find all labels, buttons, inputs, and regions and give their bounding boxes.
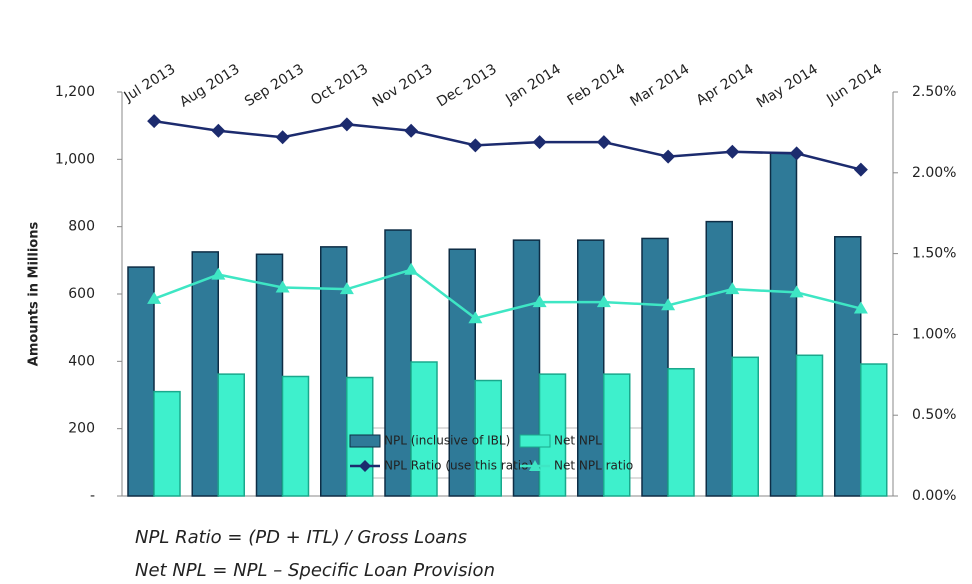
marker [275,130,290,145]
marker [853,162,868,177]
bar [410,361,438,497]
marker [725,282,740,295]
y-tick-label: 800 [68,219,95,235]
y2-tick-label: 0.00% [912,488,956,504]
marker [789,146,804,161]
marker [468,138,483,153]
note: Net NPL = NPL – Specific Loan Provision [135,560,495,581]
x-tick-label: Feb 2014 [565,61,629,109]
bar [320,246,348,497]
bar [153,390,181,497]
x-tick-label: Dec 2013 [434,61,499,110]
marker [211,267,226,280]
bar [127,266,155,497]
marker [661,298,676,311]
bar [512,239,541,497]
x-tick-label: Mar 2014 [627,61,692,110]
marker [468,311,483,324]
marker [853,301,868,314]
y2-tick-label: 1.00% [912,326,956,342]
line [153,268,862,320]
y2-tick-label: 2.50% [912,84,956,100]
bar [641,237,669,497]
bar [577,239,605,497]
y-tick-label: 1,000 [55,151,95,167]
bar [769,151,798,497]
x-tick-label: Jun 2014 [823,61,885,108]
bar [705,220,733,497]
legend-swatch [349,434,381,448]
y2-tick-label: 0.50% [912,407,956,423]
y2-tick-label: 1.50% [912,246,956,262]
legend-label: NPL (inclusive of IBL) [384,434,510,448]
x-tick-label: Aug 2013 [177,61,243,110]
marker [404,262,419,275]
x-tick-label: Oct 2013 [308,61,371,109]
bar [217,373,245,497]
marker [147,291,162,304]
marker [532,135,547,150]
y-tick-label: 1,200 [55,84,95,100]
x-tick-label: Jul 2013 [121,61,179,105]
y-tick-label: - [90,488,95,504]
x-tick-label: Sep 2013 [242,61,307,110]
marker [404,123,419,138]
marker [147,114,162,129]
legend-label: Net NPL ratio [554,459,633,473]
legend-label: Net NPL [554,434,602,448]
bar [255,253,284,497]
bar [731,356,759,497]
marker [596,295,611,308]
bar [448,248,476,497]
y-axis-label: Amounts in Millions [27,222,42,367]
marker [211,123,226,138]
bar [795,354,824,497]
x-tick-label: Nov 2013 [370,61,436,110]
marker [532,295,547,308]
y-tick-label: 600 [68,286,95,302]
marker [339,282,354,295]
x-tick-label: Apr 2014 [694,61,757,109]
line [153,119,862,171]
x-tick-label: May 2014 [754,61,821,111]
marker [275,280,290,293]
bar [474,379,502,497]
y2-tick-label: 2.00% [912,165,956,181]
bar [603,373,631,497]
marker [661,149,676,164]
bar [834,236,862,497]
note: NPL Ratio = (PD + ITL) / Gross Loans [135,527,467,548]
bar [860,363,888,497]
legend-marker [359,460,371,472]
bar [281,375,310,497]
x-tick-label: Jan 2014 [502,61,564,108]
marker [596,135,611,150]
bar [667,367,695,497]
legend-swatch [519,434,551,448]
marker [725,144,740,159]
legend-marker [529,460,541,471]
legend-label: NPL Ratio (use this ratio) [384,459,533,473]
marker [339,117,354,132]
y-tick-label: 200 [68,421,95,437]
bar [191,251,219,497]
y-tick-label: 400 [68,353,95,369]
marker [789,285,804,298]
